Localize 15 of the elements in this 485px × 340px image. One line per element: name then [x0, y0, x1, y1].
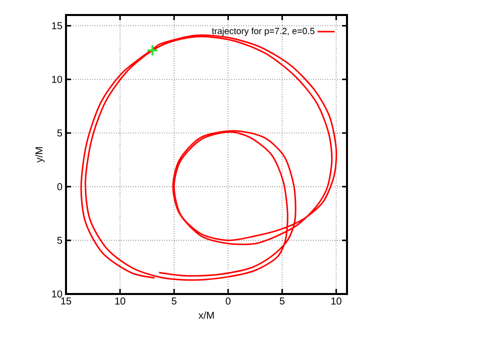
- x-tick-label: 0: [226, 298, 231, 305]
- y-tick-label: 5: [57, 236, 62, 244]
- x-tick-label: 10: [115, 298, 126, 305]
- y-tick-label: 0: [57, 183, 62, 190]
- y-tick-label: 10: [52, 290, 62, 298]
- x-tick-label: 5: [280, 298, 285, 304]
- x-axis-title: x/M: [198, 311, 214, 319]
- y-axis-title: y/M: [35, 147, 44, 163]
- line-series: [80, 34, 337, 281]
- x-tick-label: 10: [331, 298, 342, 305]
- y-tick-label: 10: [52, 76, 62, 83]
- x-tick-label: 5: [172, 298, 176, 304]
- legend-label: trajectory for p=7.2, e=0.5: [212, 28, 314, 36]
- y-tick-label: 5: [57, 130, 62, 137]
- y-tick-label: 15: [52, 22, 62, 30]
